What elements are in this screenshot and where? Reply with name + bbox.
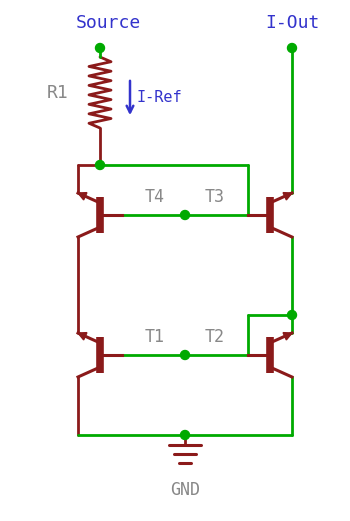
Text: T1: T1	[145, 328, 165, 346]
Text: T2: T2	[205, 328, 225, 346]
Circle shape	[96, 43, 105, 53]
Text: GND: GND	[170, 481, 200, 499]
Text: Source: Source	[75, 14, 141, 32]
Polygon shape	[283, 193, 292, 200]
Text: T3: T3	[205, 188, 225, 206]
Polygon shape	[283, 332, 292, 340]
Text: I-Out: I-Out	[265, 14, 319, 32]
Circle shape	[181, 210, 189, 219]
Circle shape	[287, 311, 296, 319]
Circle shape	[181, 430, 189, 440]
Circle shape	[96, 160, 105, 169]
Circle shape	[181, 351, 189, 359]
Circle shape	[287, 43, 296, 53]
Polygon shape	[78, 193, 87, 200]
Text: T4: T4	[145, 188, 165, 206]
Polygon shape	[78, 332, 87, 340]
Text: R1: R1	[47, 83, 69, 102]
Text: I-Ref: I-Ref	[137, 91, 183, 105]
